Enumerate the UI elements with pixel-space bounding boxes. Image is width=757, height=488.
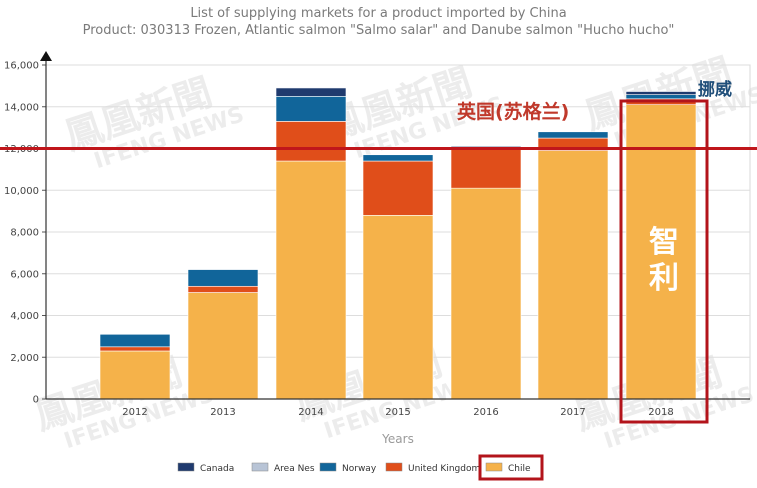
bar-segment [537,131,609,139]
x-tick-label: 2012 [122,407,147,418]
bar-segment [362,160,434,216]
y-tick-label: 16,000 [4,61,39,72]
annotation-norway: 挪威 [698,79,732,100]
legend-label: Chile [508,464,531,474]
bar-segment [537,150,609,400]
chart-subtitle: Product: 030313 Frozen, Atlantic salmon … [82,23,675,38]
bar-segment [99,333,171,348]
y-axis-arrow [40,51,52,61]
bar-segment [362,215,434,400]
x-tick-label: 2016 [473,407,498,418]
bar-segment [625,91,697,95]
bar-segment [275,160,347,400]
x-tick-label: 2013 [210,407,235,418]
legend-swatch [177,462,195,472]
legend-label: Canada [200,464,234,474]
bar-segment [275,121,347,162]
x-axis-title: Years [381,432,414,446]
bar-segment [625,104,697,400]
bar-segment [275,87,347,97]
bar-segment [275,96,347,122]
annotation-chile-2: 利 [649,261,679,296]
y-tick-label: 10,000 [4,186,39,197]
legend-swatch [251,462,269,472]
legend-label: Area Nes [274,464,315,474]
bar-segment [187,269,259,287]
y-tick-label: 0 [33,395,39,406]
bar-segment [362,154,434,162]
bar-segment [450,187,522,400]
legend: Canada Area Nes Norway United Kingdom Chile [177,454,544,481]
legend-label: United Kingdom [408,464,480,474]
legend-label: Norway [342,464,377,474]
axes: 02,0004,0006,0008,00010,00012,00014,0001… [4,51,750,446]
x-tick-label: 2018 [648,407,673,418]
legend-swatch [319,462,337,472]
y-tick-label: 2,000 [10,353,39,364]
annotation-uk: 英国(苏格兰) [457,100,569,123]
bar-segment [625,94,697,100]
y-tick-label: 14,000 [4,102,39,113]
bar-segment [187,285,259,293]
x-tick-label: 2017 [560,407,585,418]
x-tick-label: 2014 [298,407,323,418]
legend-swatch [385,462,403,472]
bar-segment [99,350,171,400]
bar-segment [450,149,522,189]
y-tick-label: 8,000 [10,228,39,239]
highlight-box-2018 [619,99,709,424]
annotation-chile-1: 智 [649,225,679,260]
y-tick-label: 6,000 [10,269,39,280]
y-tick-label: 4,000 [10,311,39,322]
chart-title: List of supplying markets for a product … [190,6,567,21]
legend-swatch [485,462,503,472]
legend-highlight-box [478,454,544,481]
bar-segment [99,346,171,352]
bar-segment [187,292,259,400]
x-tick-label: 2015 [385,407,410,418]
bars [99,87,697,400]
